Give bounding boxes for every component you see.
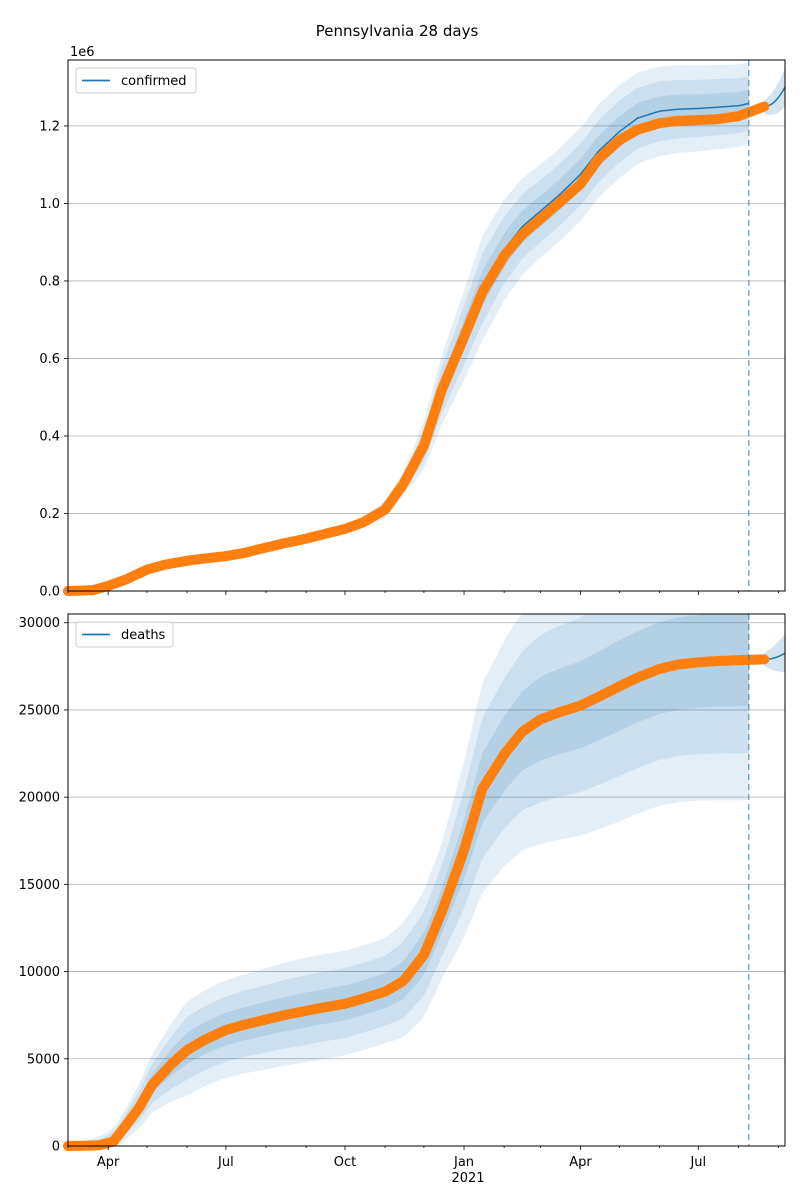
uncertainty-band	[68, 614, 749, 1146]
uncertainty-band	[68, 614, 749, 1146]
uncertainty-band	[68, 76, 749, 592]
y-tick-label: 30000	[19, 616, 60, 631]
x-tick-label: Apr	[569, 1155, 592, 1170]
x-tick-label: Apr	[97, 1155, 120, 1170]
y-tick-label: 0.0	[39, 585, 60, 600]
legend-label: confirmed	[121, 74, 187, 89]
x-tick-label: Oct	[334, 1155, 356, 1170]
legend: deaths	[75, 621, 174, 648]
y-offset-label: 1e6	[70, 45, 95, 60]
legend-box	[75, 67, 197, 94]
y-tick-label: 0.8	[39, 274, 60, 289]
x-year-label: 2021	[451, 1171, 484, 1186]
figure-title: Pennsylvania 28 days	[316, 22, 479, 40]
forecast-band	[764, 634, 785, 673]
y-tick-label: 1.0	[39, 197, 60, 212]
y-tick-label: 0	[52, 1140, 60, 1155]
y-tick-label: 10000	[19, 965, 60, 980]
legend-box	[75, 621, 174, 648]
y-tick-label: 5000	[27, 1052, 60, 1067]
legend-label: deaths	[121, 628, 166, 643]
legend: confirmed	[75, 67, 197, 94]
axes-frame	[67, 613, 786, 1147]
y-tick-label: 0.4	[39, 429, 60, 444]
observed-points	[63, 101, 770, 596]
uncertainty-band	[68, 614, 749, 1146]
x-tick-label: Jul	[217, 1155, 234, 1170]
observed-points	[63, 654, 770, 1151]
x-tick-label: Jul	[689, 1155, 706, 1170]
uncertainty-band	[68, 62, 749, 591]
y-tick-label: 0.6	[39, 352, 60, 367]
y-tick-label: 15000	[19, 878, 60, 893]
axes-frame	[67, 59, 786, 592]
forecast-band	[764, 68, 785, 115]
deaths-panel: 0 5000 10000 15000 20000 25000 30000 Apr Jul Oct J…	[19, 613, 786, 1170]
y-tick-label: 20000	[19, 791, 60, 806]
y-tick-label: 0.2	[39, 507, 60, 522]
y-tick-label: 25000	[19, 703, 60, 718]
confirmed-panel: 0.0 0.2 0.4 0.6 0.8 1.0 1.2 confirmed	[39, 59, 786, 600]
x-tick-label: Jan	[453, 1155, 474, 1170]
y-tick-label: 1.2	[39, 119, 60, 134]
